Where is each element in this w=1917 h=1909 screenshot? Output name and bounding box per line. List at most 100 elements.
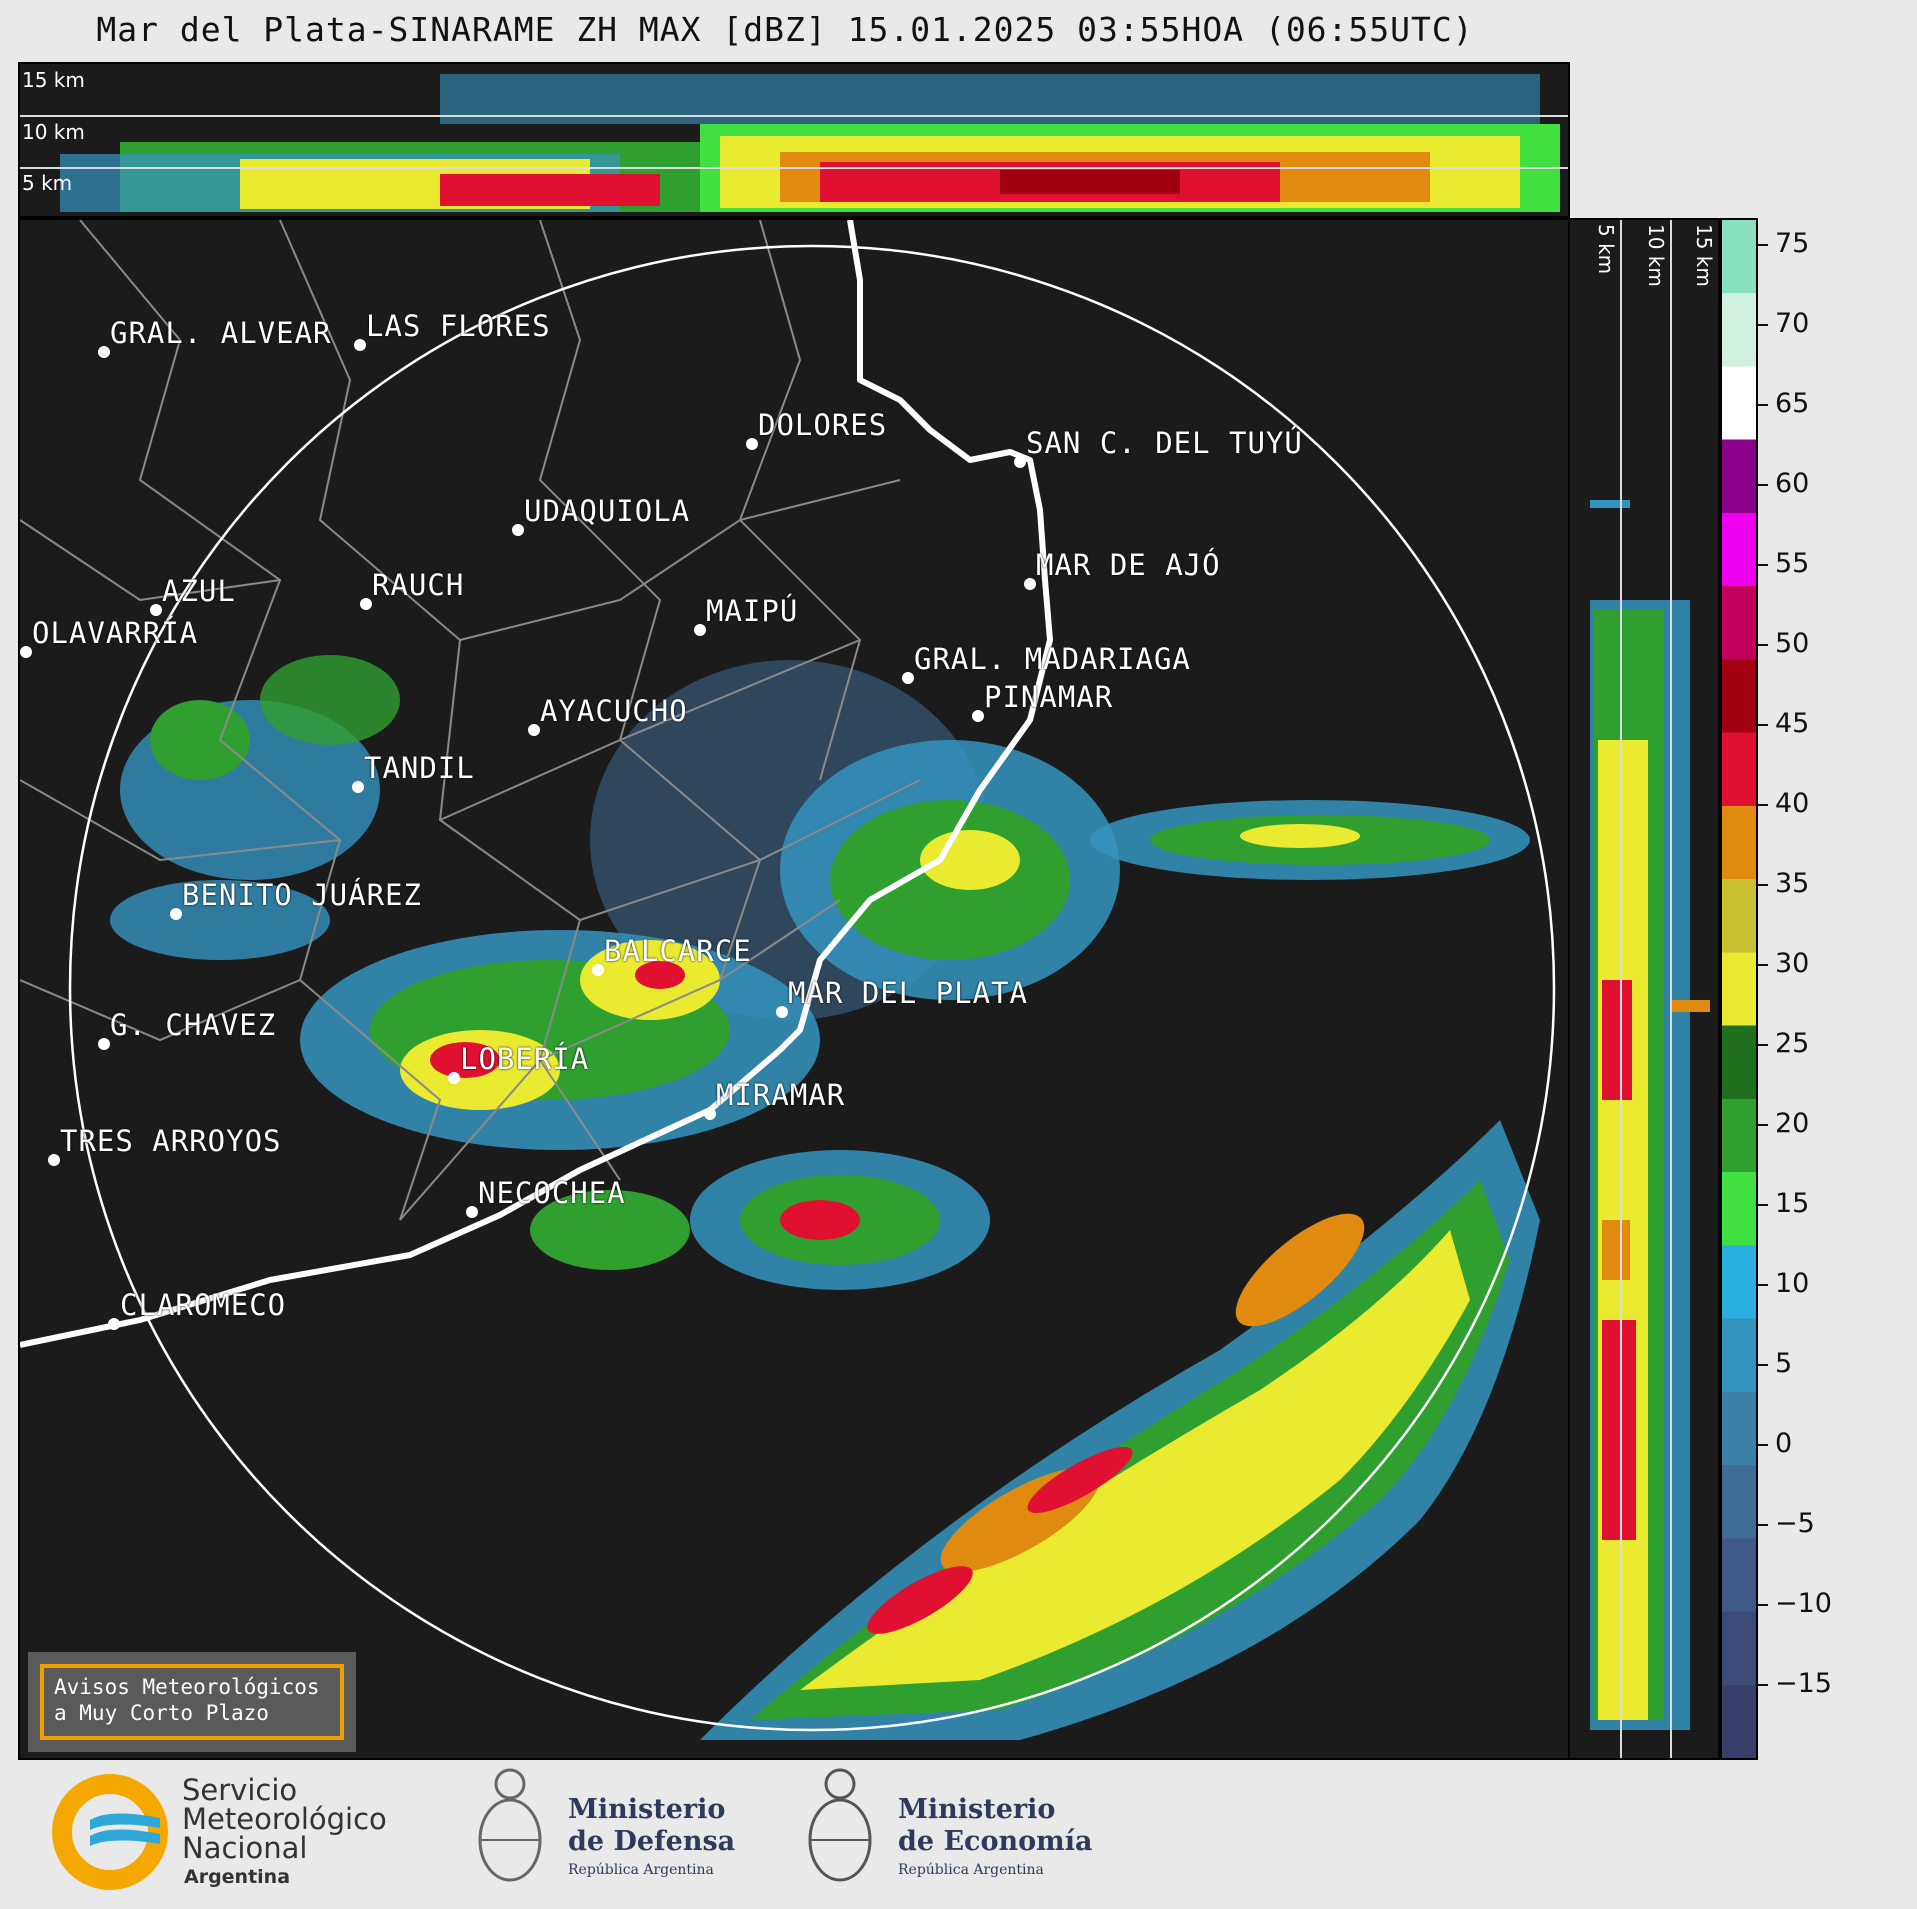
colorbar-tick — [1758, 1604, 1768, 1606]
city-label-san-c-del-tuyu: SAN C. DEL TUYÚ — [1026, 426, 1303, 460]
colorbar-tick — [1758, 1524, 1768, 1526]
radar-map: GRAL. ALVEAR LAS FLORES DOLORES SAN C. D… — [18, 218, 1570, 1760]
colorbar-tick-label: −5 — [1775, 1508, 1815, 1539]
city-label-rauch: RAUCH — [372, 568, 465, 602]
city-label-balcarce: BALCARCE — [604, 934, 752, 968]
top-cross-section-panel: 15 km 10 km 5 km — [18, 62, 1570, 218]
side-cross-section-panel: 5 km 10 km 15 km — [1568, 218, 1720, 1760]
side-altitude-label-10km: 10 km — [1644, 224, 1668, 287]
city-label-las-flores: LAS FLORES — [366, 309, 551, 343]
colorbar-tick — [1758, 324, 1768, 326]
city-label-gral-alvear: GRAL. ALVEAR — [110, 316, 332, 350]
city-label-pinamar: PINAMAR — [984, 680, 1114, 714]
colorbar-tick — [1758, 1444, 1768, 1446]
colorbar-tick-label: 20 — [1775, 1108, 1810, 1139]
city-marker — [592, 964, 604, 976]
city-marker — [170, 908, 182, 920]
colorbar-tick-label: 50 — [1775, 628, 1810, 659]
city-marker — [98, 1038, 110, 1050]
altitude-label-5km: 5 km — [22, 171, 73, 195]
city-label-ayacucho: AYACUCHO — [540, 694, 688, 728]
side-cross-section-echoes — [1590, 500, 1710, 1730]
city-marker — [1014, 456, 1026, 468]
city-label-necochea: NECOCHEA — [478, 1176, 626, 1210]
city-marker — [972, 710, 984, 722]
colorbar-tick — [1758, 1364, 1768, 1366]
city-marker — [512, 524, 524, 536]
city-marker — [704, 1108, 716, 1120]
city-marker — [746, 438, 758, 450]
colorbar-tick — [1758, 644, 1768, 646]
city-label-tres-arroyos: TRES ARROYOS — [60, 1124, 282, 1158]
smn-name-line2: Meteorológico — [182, 1802, 387, 1836]
range-ring — [68, 244, 1556, 1732]
colorbar-tick — [1758, 1284, 1768, 1286]
colorbar-tick — [1758, 484, 1768, 486]
city-marker — [20, 646, 32, 658]
city-label-claromeco: CLAROMECO — [120, 1288, 287, 1322]
city-marker — [360, 598, 372, 610]
colorbar-tick-label: 55 — [1775, 548, 1810, 579]
colorbar-tick — [1758, 884, 1768, 886]
defensa-line3: República Argentina — [568, 1862, 714, 1878]
city-marker — [352, 781, 364, 793]
colorbar-tick — [1758, 804, 1768, 806]
colorbar-tick — [1758, 964, 1768, 966]
city-marker — [48, 1154, 60, 1166]
aviso-box: Avisos Meteorológicos a Muy Corto Plazo — [28, 1652, 356, 1752]
city-label-gral-madariaga: GRAL. MADARIAGA — [914, 642, 1191, 676]
colorbar — [1720, 218, 1758, 1760]
city-label-maipu: MAIPÚ — [706, 594, 799, 628]
colorbar-tick-label: 35 — [1775, 868, 1810, 899]
colorbar-tick-label: 70 — [1775, 308, 1810, 339]
aviso-line-1: Avisos Meteorológicos — [54, 1675, 320, 1699]
colorbar-tick-label: −10 — [1775, 1588, 1832, 1619]
economia-line2: de Economía — [898, 1826, 1093, 1857]
city-marker — [466, 1206, 478, 1218]
city-marker — [98, 346, 110, 358]
colorbar-tick-label: 30 — [1775, 948, 1810, 979]
city-label-tandil: TANDIL — [364, 751, 475, 785]
city-marker — [108, 1318, 120, 1330]
colorbar-tick-label: 15 — [1775, 1188, 1810, 1219]
city-marker — [694, 624, 706, 636]
colorbar-tick-label: 40 — [1775, 788, 1810, 819]
colorbar-tick-label: 65 — [1775, 388, 1810, 419]
economia-line1: Ministerio — [898, 1794, 1056, 1825]
colorbar-tick — [1758, 1044, 1768, 1046]
colorbar-tick-label: 25 — [1775, 1028, 1810, 1059]
city-label-olavarria: OLAVARRÍA — [32, 616, 199, 650]
colorbar-tick — [1758, 1684, 1768, 1686]
defensa-line2: de Defensa — [568, 1826, 736, 1857]
map-title: Mar del Plata-SINARAME ZH MAX [dBZ] 15.0… — [96, 10, 1474, 49]
altitude-label-10km: 10 km — [22, 120, 85, 144]
city-marker — [528, 724, 540, 736]
city-marker — [1024, 578, 1036, 590]
side-altitude-label-15km: 15 km — [1692, 224, 1716, 287]
altitude-label-15km: 15 km — [22, 68, 85, 92]
city-label-azul: AZUL — [162, 574, 236, 608]
colorbar-tick-label: 60 — [1775, 468, 1810, 499]
city-marker — [776, 1006, 788, 1018]
colorbar-tick — [1758, 724, 1768, 726]
colorbar-tick — [1758, 564, 1768, 566]
colorbar-tick-label: 10 — [1775, 1268, 1810, 1299]
coat-of-arms-icon — [808, 1768, 872, 1882]
economia-line3: República Argentina — [898, 1862, 1044, 1878]
defensa-line1: Ministerio — [568, 1794, 726, 1825]
city-label-dolores: DOLORES — [758, 408, 888, 442]
smn-name-line1: Servicio — [182, 1773, 298, 1807]
city-marker — [448, 1072, 460, 1084]
county-boundaries — [20, 220, 921, 1221]
colorbar-tick-label: 0 — [1775, 1428, 1793, 1459]
colorbar-tick — [1758, 244, 1768, 246]
city-marker — [354, 339, 366, 351]
smn-name-line3: Nacional — [182, 1831, 308, 1865]
city-label-mar-del-plata: MAR DEL PLATA — [788, 976, 1028, 1010]
coat-of-arms-icon — [478, 1768, 542, 1882]
city-label-loberia: LOBERÍA — [460, 1042, 590, 1076]
side-altitude-label-5km: 5 km — [1594, 224, 1618, 275]
colorbar-tick-label: −15 — [1775, 1668, 1832, 1699]
coastline — [20, 220, 1053, 1348]
colorbar-tick — [1758, 404, 1768, 406]
